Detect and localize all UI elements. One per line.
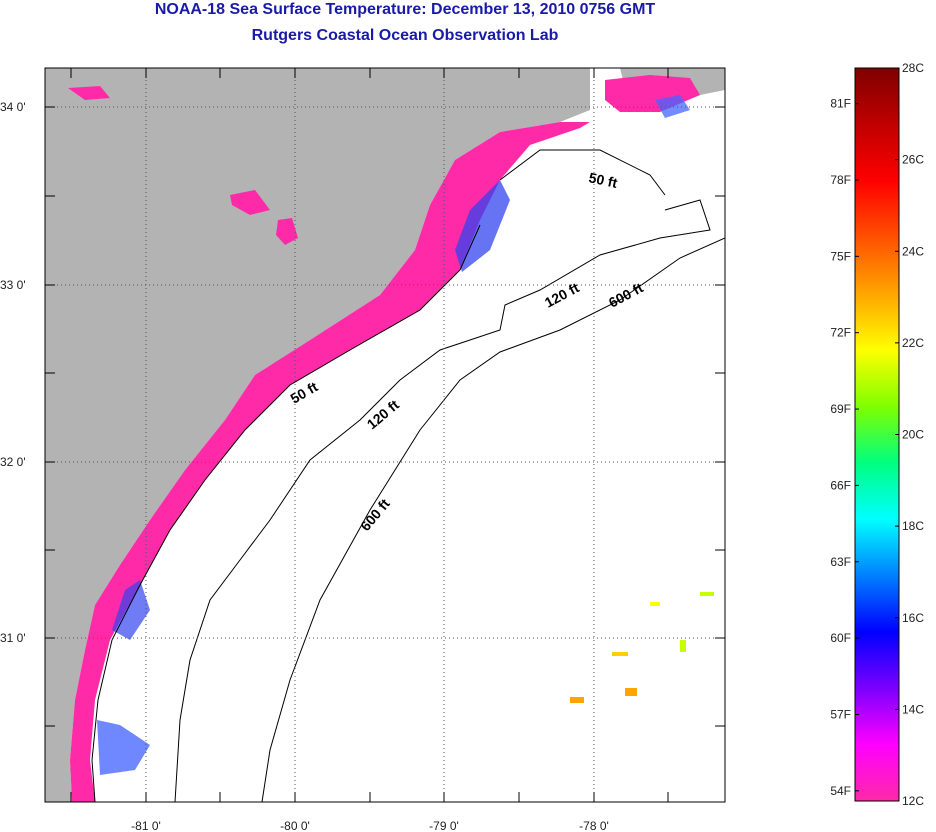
- colorbar-celsius-label: 28C: [902, 61, 924, 75]
- warm-pixel: [625, 688, 637, 696]
- warm-pixel: [612, 652, 628, 656]
- map-title: NOAA-18 Sea Surface Temperature: Decembe…: [154, 1, 656, 18]
- contour-label: 50 ft: [587, 169, 619, 191]
- colorbar-fahrenheit-label: 54F: [830, 784, 851, 798]
- inland-lake: [68, 86, 110, 100]
- offshore-cool-patch: [655, 95, 690, 118]
- lat-tick-label: 32 0': [0, 455, 26, 469]
- offshore-cool-patch: [455, 180, 510, 272]
- colorbar-celsius-label: 12C: [902, 794, 924, 808]
- offshore-cool-patch: [112, 580, 150, 640]
- colorbar-fahrenheit-label: 66F: [830, 478, 851, 492]
- temperature-colorbar: 28C 26C 24C 22C 20C 18C 16C 14C 12C 81F 78F 75F 72F 6…: [830, 61, 924, 808]
- lat-tick-label: 33 0': [0, 278, 26, 292]
- colorbar-fahrenheit-label: 63F: [830, 555, 851, 569]
- colorbar-fahrenheit-label: 81F: [830, 97, 851, 111]
- contour-600ft: [261, 237, 725, 802]
- warm-pixel: [650, 602, 660, 606]
- colorbar-gradient: [854, 67, 900, 802]
- colorbar-celsius-label: 22C: [902, 336, 924, 350]
- warm-pixel: [700, 592, 714, 596]
- colorbar-fahrenheit-label: 69F: [830, 402, 851, 416]
- lat-tick-label: 34 0': [0, 100, 26, 114]
- contour-120ft: [174, 199, 711, 802]
- lon-tick-label: -78 0': [579, 819, 609, 832]
- colorbar-fahrenheit-label: 57F: [830, 707, 851, 721]
- land-area: [45, 68, 590, 802]
- colorbar-celsius-label: 20C: [902, 428, 924, 442]
- colorbar-fahrenheit-label: 60F: [830, 631, 851, 645]
- colorbar-celsius-label: 24C: [902, 244, 924, 258]
- axis-ticks: [45, 68, 725, 802]
- lon-tick-label: -81 0': [131, 819, 161, 832]
- map-subtitle: Rutgers Coastal Ocean Observation Lab: [251, 27, 559, 44]
- colorbar-celsius-label: 26C: [902, 153, 924, 167]
- colorbar-celsius-label: 16C: [902, 611, 924, 625]
- colorbar-celsius-label: 14C: [902, 702, 924, 716]
- warm-pixel: [570, 697, 584, 703]
- lat-tick-label: 31 0': [0, 631, 26, 645]
- map-frame: [44, 67, 726, 803]
- lon-tick-label: -80 0': [280, 819, 310, 832]
- graticule: [45, 68, 725, 802]
- colorbar-celsius-label: 18C: [902, 519, 924, 533]
- contour-50ft: [91, 149, 666, 802]
- colorbar-fahrenheit-label: 75F: [830, 249, 851, 263]
- sst-map: 50 ft 120 ft 600 ft 50 ft 120 ft 600 ft …: [0, 67, 726, 832]
- warm-pixel: [680, 640, 686, 652]
- inland-lake: [276, 218, 298, 245]
- colorbar-fahrenheit-label: 72F: [830, 326, 851, 340]
- offshore-cool-patch: [97, 720, 150, 775]
- inland-lake: [230, 190, 270, 215]
- lon-tick-label: -79 0': [429, 819, 459, 832]
- colorbar-fahrenheit-label: 78F: [830, 173, 851, 187]
